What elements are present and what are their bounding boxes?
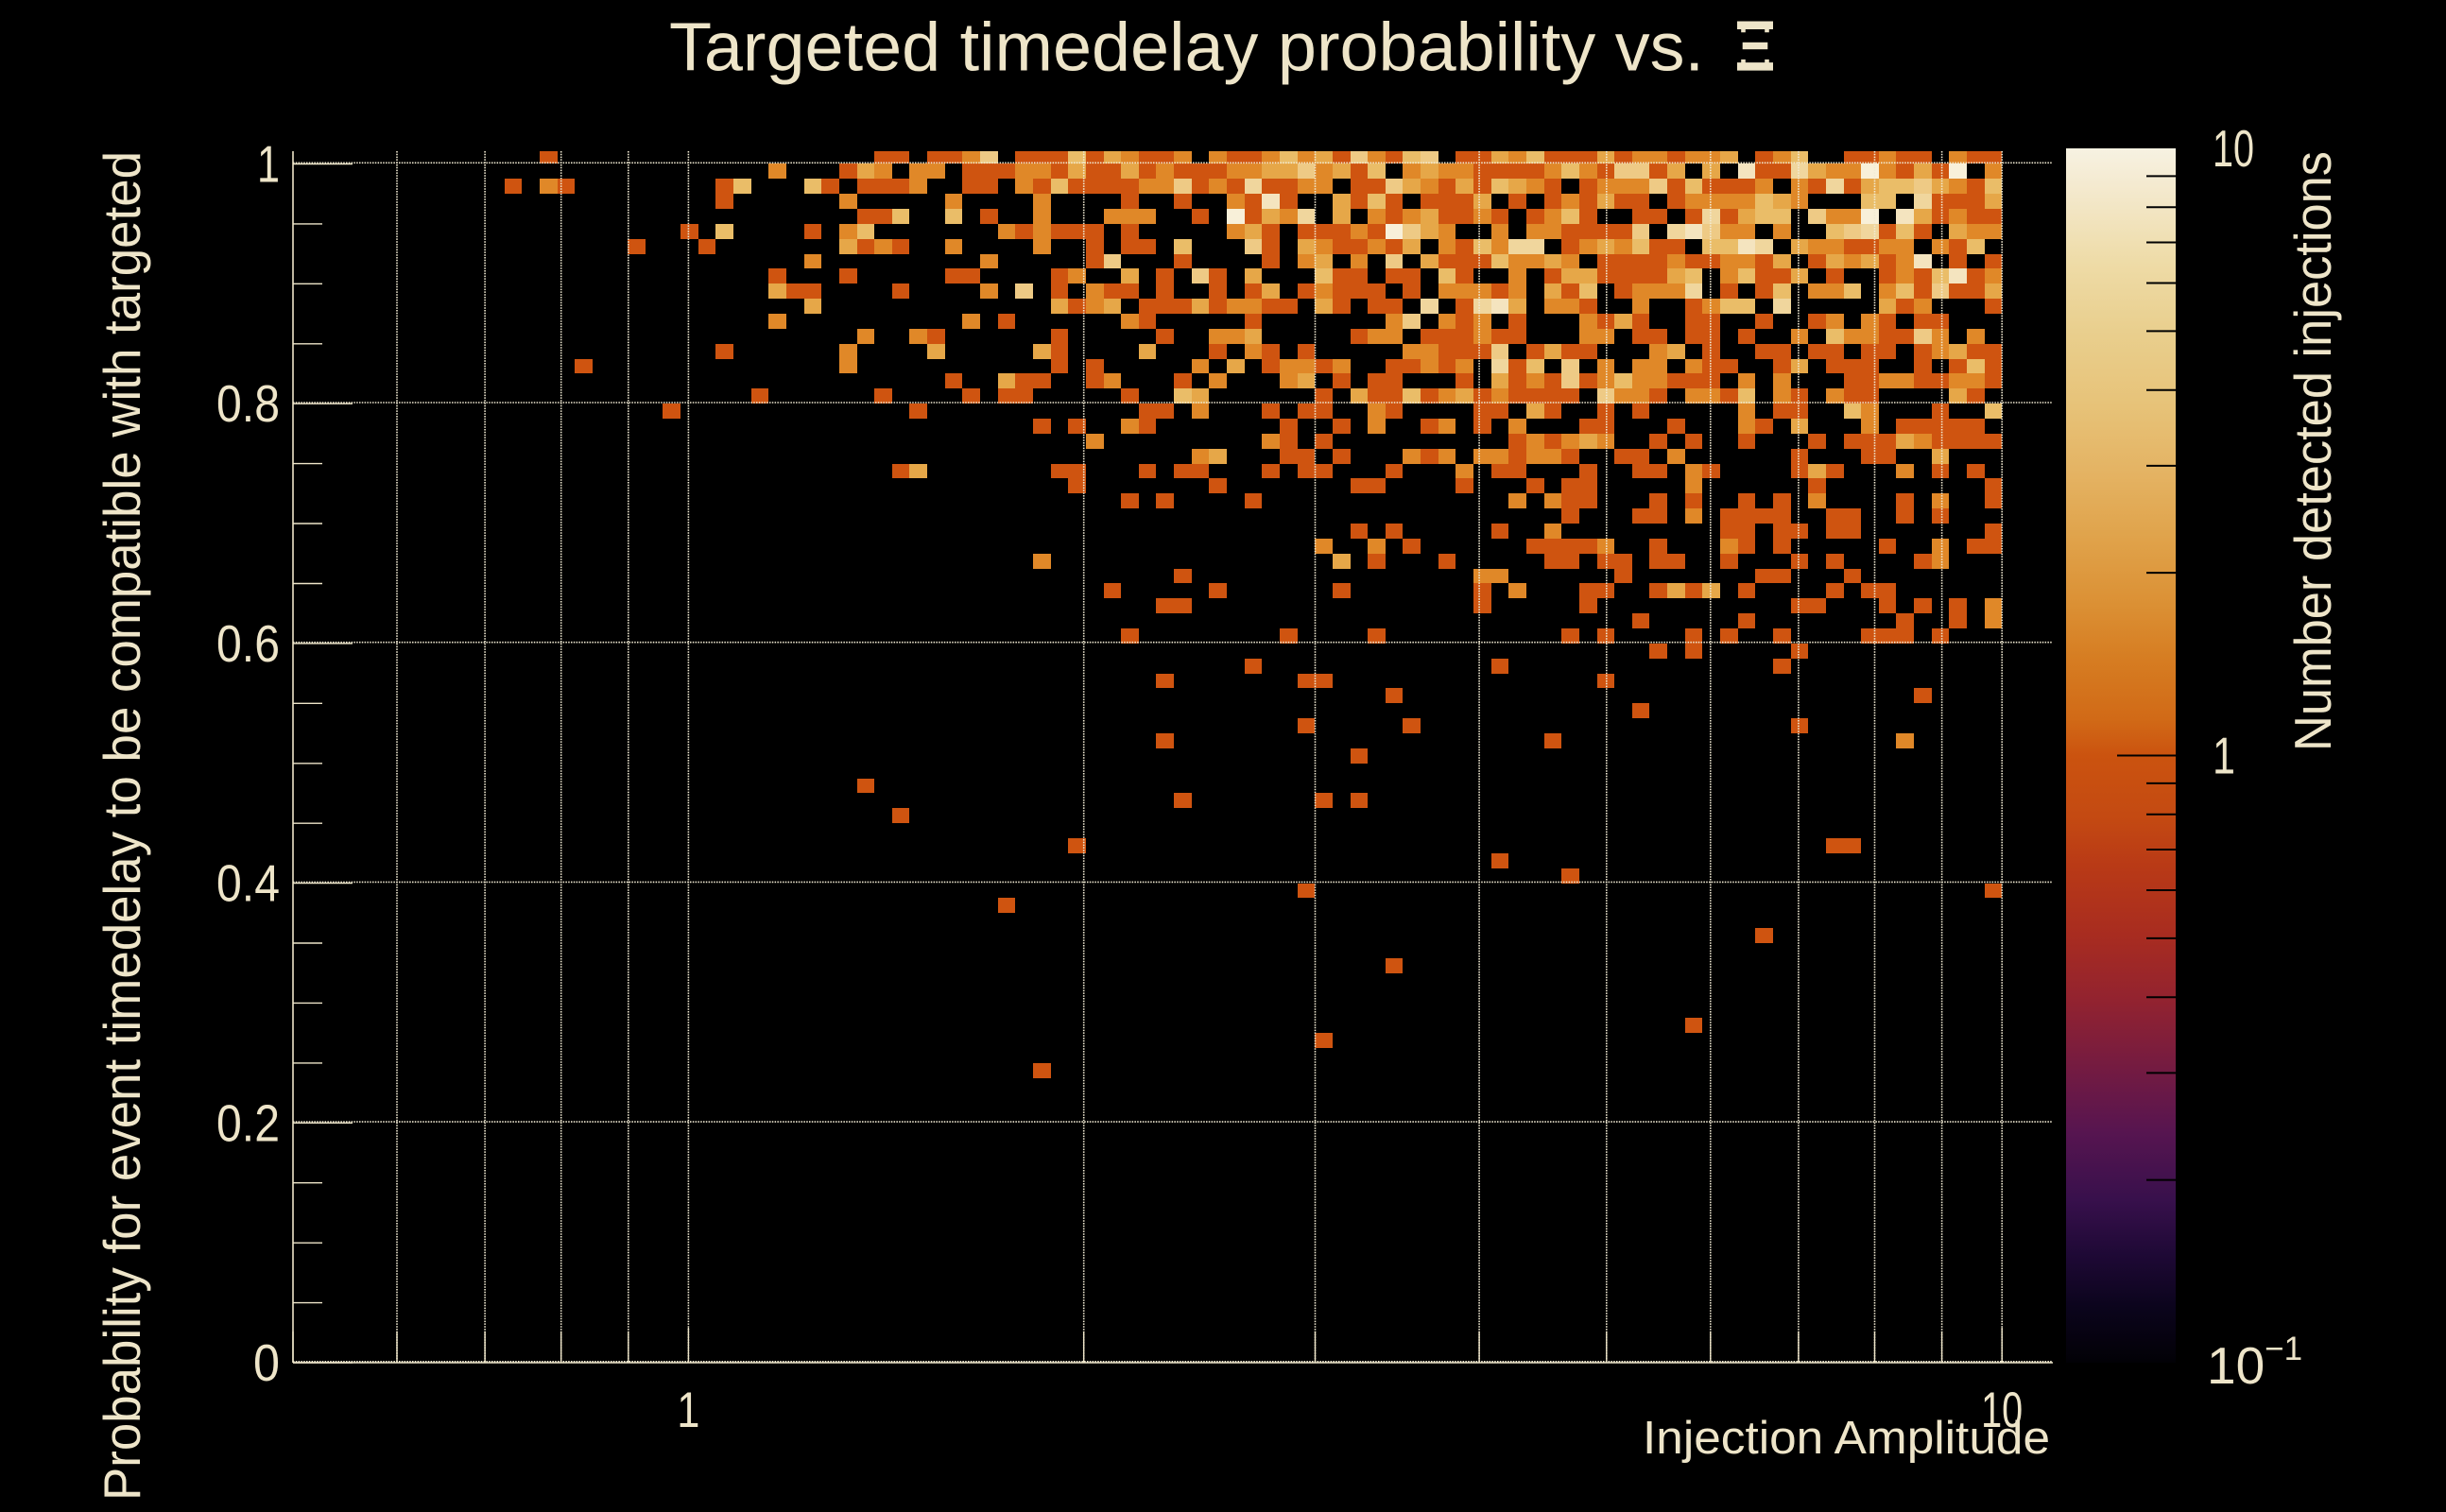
svg-text:0: 0 bbox=[253, 1333, 280, 1392]
svg-text:0.8: 0.8 bbox=[216, 374, 280, 433]
svg-text:Targeted timedelay probability: Targeted timedelay probability vs. bbox=[669, 10, 1704, 86]
svg-text:0.6: 0.6 bbox=[216, 614, 280, 673]
svg-text:Injection Amplitude: Injection Amplitude bbox=[1643, 1413, 2050, 1464]
svg-text:1: 1 bbox=[677, 1383, 699, 1438]
svg-text:0.2: 0.2 bbox=[216, 1093, 280, 1152]
svg-text:10: 10 bbox=[2213, 119, 2254, 178]
svg-text:Number detected injections: Number detected injections bbox=[2283, 151, 2342, 751]
svg-text:1: 1 bbox=[257, 135, 280, 194]
svg-text:Probability for event timedela: Probability for event timedelay to be co… bbox=[93, 151, 151, 1501]
svg-text:10−1: 10−1 bbox=[2207, 1331, 2302, 1395]
svg-text:10: 10 bbox=[1981, 1383, 2023, 1438]
svg-text:1: 1 bbox=[2213, 727, 2235, 785]
svg-text:0.4: 0.4 bbox=[216, 854, 280, 913]
